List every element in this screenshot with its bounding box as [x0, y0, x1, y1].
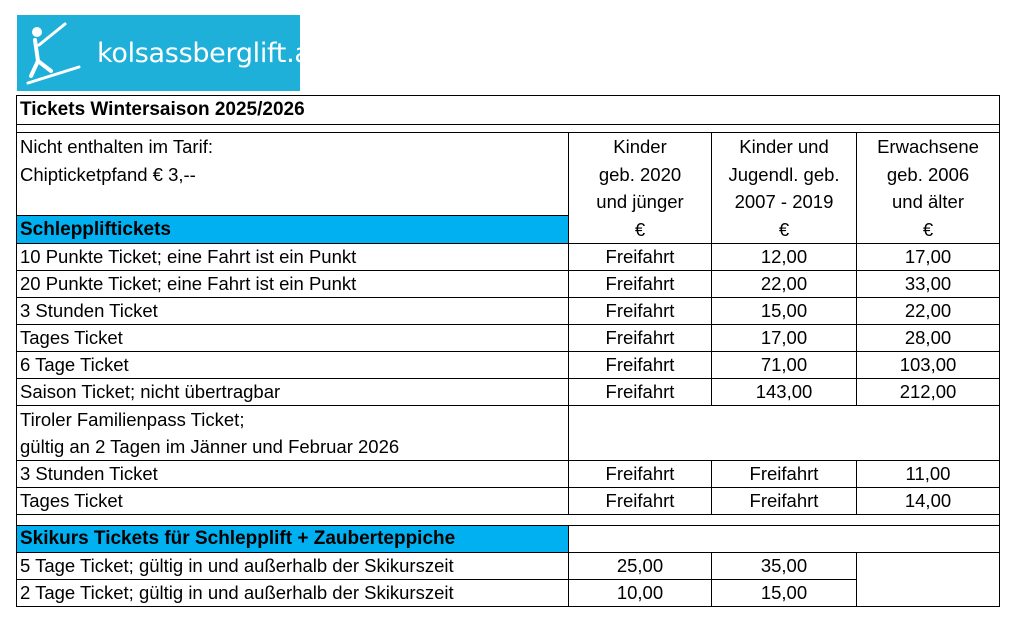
price-cell: 103,00	[855, 351, 1001, 379]
table-row: 5 Tage Ticket; gültig in und außerhalb d…	[16, 552, 1001, 607]
table-row: 6 Tage Ticket Freifahrt 71,00 103,00	[16, 351, 1001, 379]
spacer-row	[15, 514, 1001, 526]
skier-icon	[26, 22, 81, 85]
site-logo[interactable]: kolsassberglift.at	[17, 15, 321, 91]
price-cell: 22,00	[711, 270, 857, 298]
spacer-row	[15, 124, 1001, 133]
currency-label: €	[634, 218, 646, 240]
table-row: 2 Tage Ticket; gültig in und außerhalb d…	[16, 579, 1000, 607]
price-cell: Freifahrt	[568, 351, 712, 379]
tariff-note-line1: Nicht enthalten im Tarif:	[20, 136, 213, 157]
ticket-label: Tages Ticket	[16, 487, 569, 515]
price-cell: 11,00	[855, 460, 1001, 488]
price-cell: Freifahrt	[568, 297, 712, 325]
price-cell: 25,00	[568, 552, 712, 580]
price-cell: Freifahrt	[568, 460, 712, 488]
price-cell: 15,00	[711, 297, 857, 325]
price-cell: 22,00	[855, 297, 1001, 325]
ticket-label: 10 Punkte Ticket; eine Fahrt ist ein Pun…	[16, 243, 569, 271]
price-cell: Freifahrt	[711, 487, 857, 515]
family-pass-note: Tiroler Familienpass Ticket; gültig an 2…	[16, 405, 569, 461]
section-header-row: Skikurs Tickets für Schlepplift + Zauber…	[16, 525, 1001, 553]
ticket-label: 3 Stunden Ticket	[16, 297, 569, 325]
section-header-row: Schleppliftickets	[16, 215, 1000, 244]
price-cell: 10,00	[568, 579, 712, 607]
column-header-children: Kinder geb. 2020 und jünger €	[568, 132, 712, 244]
price-cell: Freifahrt	[568, 378, 712, 406]
currency-label: €	[778, 218, 790, 240]
column-header-youth: Kinder und Jugendl. geb. 2007 - 2019 €	[711, 132, 857, 244]
table-title-row: Tickets Wintersaison 2025/2026	[15, 95, 1001, 125]
section-heading-ski-course: Skikurs Tickets für Schlepplift + Zauber…	[16, 525, 569, 553]
ticket-label: 5 Tage Ticket; gültig in und außerhalb d…	[16, 552, 569, 580]
ticket-label: Saison Ticket; nicht übertragbar	[16, 378, 569, 406]
family-pass-row: Tiroler Familienpass Ticket; gültig an 2…	[16, 405, 1001, 461]
tariff-note-line2: Chipticketpfand € 3,--	[20, 164, 196, 185]
table-row: 3 Stunden Ticket Freifahrt 15,00 22,00	[16, 297, 1001, 325]
price-cell: 212,00	[855, 378, 1001, 406]
price-cell: Freifahrt	[711, 460, 857, 488]
ticket-label: Tages Ticket	[16, 324, 569, 352]
table-row: 10 Punkte Ticket; eine Fahrt ist ein Pun…	[16, 243, 1001, 271]
table-title: Tickets Wintersaison 2025/2026	[15, 95, 1001, 125]
logo-text: kolsassberglift.at	[97, 38, 321, 69]
price-cell: Freifahrt	[568, 487, 712, 515]
price-cell: 14,00	[855, 487, 1001, 515]
header-row: Nicht enthalten im Tarif: Chipticketpfan…	[16, 131, 1001, 244]
price-cell: Freifahrt	[568, 270, 712, 298]
table-row: Saison Ticket; nicht übertragbar Freifah…	[16, 378, 1001, 406]
price-cell: 12,00	[711, 243, 857, 271]
ticket-label: 3 Stunden Ticket	[16, 460, 569, 488]
section-heading-surface-lift: Schleppliftickets	[16, 215, 569, 244]
table-row: 20 Punkte Ticket; eine Fahrt ist ein Pun…	[16, 270, 1001, 298]
price-cell: 17,00	[711, 324, 857, 352]
price-cell: 35,00	[711, 552, 857, 580]
table-row: Tages Ticket Freifahrt 17,00 28,00	[16, 324, 1001, 352]
price-cell: 143,00	[711, 378, 857, 406]
price-cell: 15,00	[711, 579, 857, 607]
ticket-label: 6 Tage Ticket	[16, 351, 569, 379]
price-cell: 71,00	[711, 351, 857, 379]
table-row: Tages Ticket Freifahrt Freifahrt 14,00	[16, 487, 1001, 515]
tariff-note: Nicht enthalten im Tarif: Chipticketpfan…	[16, 131, 569, 217]
price-cell: 33,00	[855, 270, 1001, 298]
column-header-adults: Erwachsene geb. 2006 und älter €	[855, 132, 1001, 244]
price-cell: 28,00	[855, 324, 1001, 352]
currency-label: €	[922, 218, 934, 240]
price-cell: 17,00	[855, 243, 1001, 271]
ticket-label: 2 Tage Ticket; gültig in und außerhalb d…	[16, 579, 569, 607]
price-cell: Freifahrt	[568, 324, 712, 352]
price-table: Tickets Wintersaison 2025/2026 Nicht ent…	[15, 95, 1001, 607]
price-cell: Freifahrt	[568, 243, 712, 271]
ticket-label: 20 Punkte Ticket; eine Fahrt ist ein Pun…	[16, 270, 569, 298]
table-row: 3 Stunden Ticket Freifahrt Freifahrt 11,…	[16, 460, 1001, 488]
